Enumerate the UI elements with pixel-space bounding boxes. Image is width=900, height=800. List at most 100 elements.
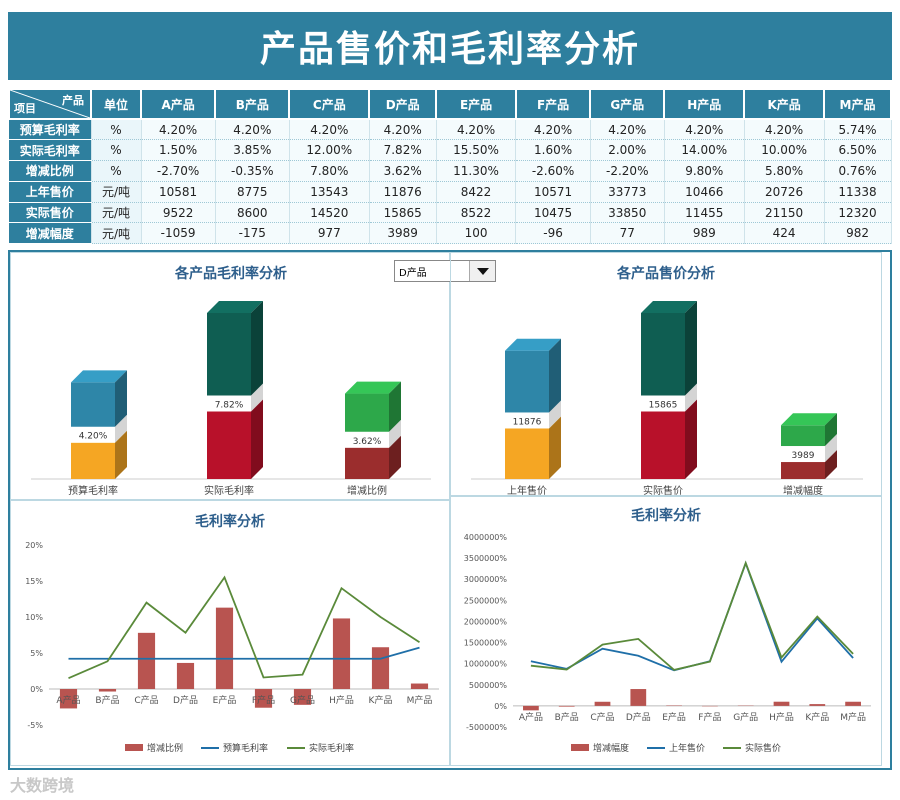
table-cell: 7.80% bbox=[289, 160, 370, 182]
product-header: K产品 bbox=[743, 88, 826, 120]
product-select-value: D产品 bbox=[399, 268, 427, 279]
table-cell: 4.20% bbox=[369, 119, 437, 141]
bar-top bbox=[71, 370, 127, 427]
row-label: 上年售价 bbox=[9, 181, 92, 203]
table-header-row: 产品 项目 单位 A产品 B产品 C产品 D产品 E产品 F产品 G产品 H产品 K产品 M产品 bbox=[8, 88, 892, 120]
bar bbox=[630, 689, 647, 706]
legend-item: 增减幅度 bbox=[571, 742, 629, 754]
row-unit: % bbox=[91, 139, 142, 162]
x-tick-label: F产品 bbox=[252, 694, 275, 706]
corner-product-label: 产品 bbox=[62, 94, 84, 107]
table-row: 增减比例% -2.70% -0.35% 7.80% 3.62% 11.30% -2.60% -… bbox=[9, 160, 892, 182]
table-cell: 15.50% bbox=[436, 139, 517, 162]
bar-category-label: 增减幅度 bbox=[783, 484, 823, 497]
bar-top bbox=[505, 338, 561, 413]
x-tick-label: B产品 bbox=[555, 711, 579, 723]
bar-value-label: 7.82% bbox=[215, 401, 244, 411]
table-cell: 77 bbox=[590, 222, 665, 245]
table-cell: 11455 bbox=[664, 202, 745, 224]
bar-top bbox=[641, 301, 697, 396]
x-tick-label: K产品 bbox=[805, 711, 829, 723]
corner-diagonal bbox=[10, 90, 90, 118]
bar bbox=[371, 647, 390, 689]
table-cell: 982 bbox=[824, 222, 892, 245]
table-cell: 8422 bbox=[436, 181, 517, 203]
table-row: 上年售价 元/吨 10581 8775 13543 11876 8422 10571 33773… bbox=[9, 181, 892, 203]
margin-bar-panel: 各产品毛利率分析 D产品 4.20% 预算毛利率 7.82% 实际毛利率 3.62% 增减… bbox=[10, 252, 496, 500]
legend-item: 实际毛利率 bbox=[287, 742, 354, 754]
x-tick-label: E产品 bbox=[662, 711, 686, 723]
bar bbox=[773, 701, 790, 706]
bar-label-band-side bbox=[115, 414, 127, 443]
table-cell: 10.00% bbox=[744, 139, 825, 162]
table-cell: 13543 bbox=[289, 181, 370, 203]
y-tick-label: 20% bbox=[25, 541, 43, 550]
table-cell: 4.20% bbox=[590, 119, 665, 141]
bar bbox=[176, 662, 195, 689]
series-line bbox=[530, 560, 854, 671]
table-cell: 6.50% bbox=[824, 139, 892, 162]
bar-label-band bbox=[641, 395, 685, 412]
price-bar-chart: 11876 上年售价 15865 实际售价 3989 增减幅度 bbox=[471, 301, 863, 497]
row-unit: % bbox=[91, 119, 142, 141]
y-tick-label: 15% bbox=[25, 577, 43, 586]
price-bar-title: 各产品售价分析 bbox=[617, 266, 715, 282]
bar-category-label: 实际售价 bbox=[643, 484, 683, 497]
margin-line-title: 毛利率分析 bbox=[195, 514, 265, 530]
margin-bar-title: 各产品毛利率分析 bbox=[175, 266, 287, 282]
table-cell: 8600 bbox=[215, 202, 290, 224]
table-cell: 3989 bbox=[369, 222, 437, 245]
table-cell: 977 bbox=[289, 222, 370, 245]
x-tick-label: C产品 bbox=[590, 711, 614, 723]
table-cell: 1.60% bbox=[515, 139, 591, 162]
row-label: 实际毛利率 bbox=[9, 139, 92, 162]
bar-label-band bbox=[781, 446, 825, 463]
table-cell: -2.60% bbox=[515, 160, 591, 182]
x-tick-label: D产品 bbox=[173, 694, 198, 706]
corner-item-label: 项目 bbox=[14, 102, 36, 115]
table-cell: 0.76% bbox=[824, 160, 892, 182]
bar-label-band bbox=[505, 412, 549, 429]
series-line bbox=[68, 575, 420, 680]
table-cell: 3.85% bbox=[215, 139, 290, 162]
y-tick-label: 3000000% bbox=[464, 575, 508, 584]
table-cell: 2.00% bbox=[590, 139, 665, 162]
table-cell: 4.20% bbox=[289, 119, 370, 141]
row-label: 实际售价 bbox=[9, 202, 92, 224]
x-tick-label: G产品 bbox=[733, 711, 758, 723]
bar bbox=[293, 689, 312, 705]
table-cell: 424 bbox=[744, 222, 825, 245]
table-cell: 21150 bbox=[744, 202, 825, 224]
row-label: 预算毛利率 bbox=[9, 119, 92, 141]
table-cell: 11338 bbox=[824, 181, 892, 203]
bar bbox=[332, 618, 351, 689]
table-cell: 989 bbox=[664, 222, 745, 245]
unit-header: 单位 bbox=[90, 88, 142, 120]
bar-value-label: 3989 bbox=[792, 451, 815, 461]
x-tick-label: K产品 bbox=[369, 694, 393, 706]
table-cell: 10581 bbox=[141, 181, 216, 203]
table-cell: 11876 bbox=[369, 181, 437, 203]
y-tick-label: 1000000% bbox=[464, 660, 508, 669]
product-header: B产品 bbox=[214, 88, 291, 120]
row-unit: 元/吨 bbox=[91, 222, 142, 245]
table-cell: 12320 bbox=[824, 202, 892, 224]
price-line-chart: -500000% 0% 500000% 1000000% 1500000% 2000000… bbox=[464, 533, 871, 754]
bar-value-label: 3.62% bbox=[353, 437, 382, 447]
product-header: M产品 bbox=[823, 88, 892, 120]
table-cell: 4.20% bbox=[515, 119, 591, 141]
y-tick-label: 3500000% bbox=[464, 554, 508, 563]
x-tick-label: M产品 bbox=[407, 694, 433, 706]
table-cell: 11.30% bbox=[436, 160, 517, 182]
x-tick-label: F产品 bbox=[698, 711, 721, 723]
chevron-down-icon[interactable] bbox=[469, 261, 495, 281]
product-select[interactable]: D产品 bbox=[394, 260, 496, 282]
price-line-title: 毛利率分析 bbox=[631, 508, 701, 524]
table-cell: 1.50% bbox=[141, 139, 216, 162]
bar-value-label: 11876 bbox=[513, 417, 542, 427]
bar-label-band bbox=[207, 395, 251, 412]
table-row: 增减幅度 元/吨 -1059 -175 977 3989 100 -96 77 989 424 982 bbox=[9, 222, 892, 245]
bar-label-band-side bbox=[389, 419, 401, 448]
bar-label-band bbox=[71, 426, 115, 443]
svg-text:预算毛利率: 预算毛利率 bbox=[223, 742, 268, 754]
